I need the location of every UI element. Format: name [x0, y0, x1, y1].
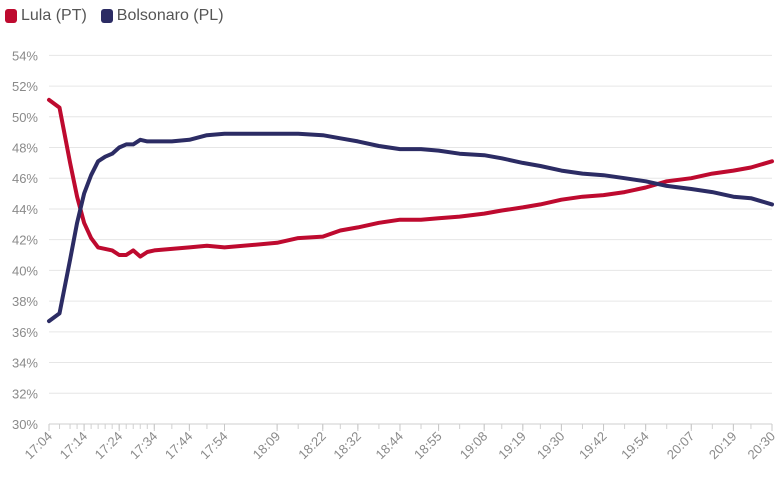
x-axis-ticks: 17:04 17:14 17:24 17:34 17:44 17:54 18:09 18:22… — [22, 424, 779, 463]
legend-label-bolsonaro: Bolsonaro (PL) — [116, 7, 224, 24]
x-tick-label: 19:19 — [495, 429, 529, 463]
x-tick-label: 19:30 — [534, 429, 568, 463]
y-tick-label: 54% — [12, 48, 38, 63]
x-tick-label: 17:34 — [127, 429, 161, 463]
legend-swatch-lula — [5, 9, 17, 23]
y-tick-label: 34% — [12, 356, 38, 371]
x-tick-label: 17:54 — [197, 429, 231, 463]
x-tick-label: 17:04 — [22, 429, 56, 463]
y-tick-label: 30% — [12, 417, 38, 432]
y-tick-label: 50% — [12, 110, 38, 125]
y-tick-label: 32% — [12, 386, 38, 401]
x-tick-label: 20:07 — [664, 429, 698, 463]
series-line-bolsonaro — [47, 131, 774, 324]
y-tick-label: 42% — [12, 233, 38, 248]
y-tick-label: 40% — [12, 263, 38, 278]
y-tick-label: 36% — [12, 325, 38, 340]
x-tick-label: 17:44 — [162, 429, 196, 463]
x-tick-label: 17:24 — [92, 429, 126, 463]
series-lines — [47, 97, 774, 324]
legend-item-bolsonaro[interactable]: Bolsonaro (PL) — [100, 7, 224, 25]
y-tick-label: 44% — [12, 202, 38, 217]
series-line-lula — [47, 97, 774, 259]
x-tick-label: 18:22 — [295, 429, 329, 463]
x-tick-label: 18:55 — [411, 429, 445, 463]
legend-swatch-bolsonaro — [100, 9, 113, 23]
legend-item-lula[interactable]: Lula (PT) — [5, 7, 87, 25]
chart-legend: Lula (PT) Bolsonaro (PL) — [5, 7, 224, 25]
y-tick-label: 52% — [12, 79, 38, 94]
y-tick-label: 46% — [12, 171, 38, 186]
x-tick-label: 18:44 — [372, 429, 406, 463]
x-tick-label: 18:09 — [250, 429, 284, 463]
y-tick-label: 38% — [12, 294, 38, 309]
x-tick-label: 20:30 — [745, 429, 779, 463]
x-tick-label: 17:14 — [57, 429, 91, 463]
legend-label-lula: Lula (PT) — [21, 7, 87, 24]
x-tick-label: 19:42 — [576, 429, 610, 463]
x-tick-label: 19:54 — [618, 429, 652, 463]
x-tick-label: 18:32 — [330, 429, 364, 463]
grid-lines — [49, 54, 772, 425]
y-tick-label: 48% — [12, 141, 38, 156]
x-tick-label: 20:19 — [706, 429, 740, 463]
x-tick-label: 19:08 — [457, 429, 491, 463]
y-axis-ticks: 30% 32% 34% 36% 38% 40% 42% 44% 46% 48% 50% 52% 54% — [12, 48, 38, 432]
